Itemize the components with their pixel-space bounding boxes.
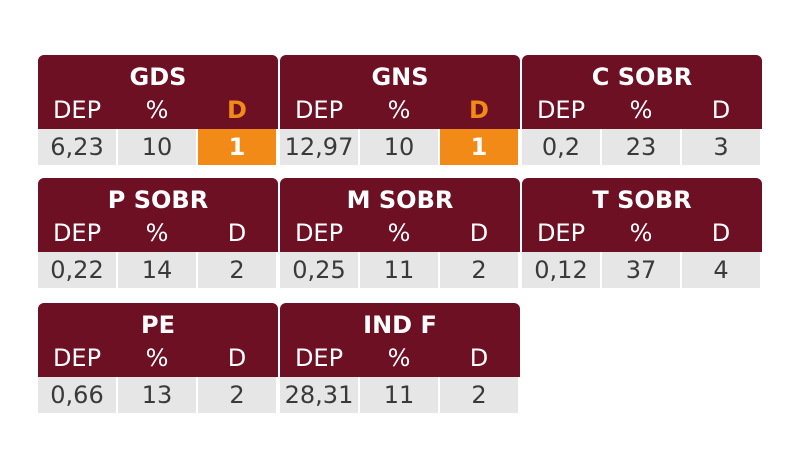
column-headers: DEP % D <box>38 342 278 374</box>
value-percent: 13 <box>118 377 196 413</box>
value-percent: 11 <box>360 252 438 288</box>
value-percent: 10 <box>360 129 438 165</box>
value-row: 0,22 14 2 <box>38 252 278 288</box>
column-d: D <box>469 96 489 124</box>
card-title: IND F <box>363 311 437 339</box>
card-header: T SOBR DEP % D <box>522 178 762 252</box>
value-dep: 12,97 <box>280 129 358 165</box>
card-title: GDS <box>129 63 187 91</box>
value-d: 3 <box>682 129 760 165</box>
value-row: 0,12 37 4 <box>522 252 762 288</box>
card-t-sobr: T SOBR DEP % D 0,12 37 4 <box>522 178 762 288</box>
value-dep: 0,12 <box>522 252 600 288</box>
value-percent: 37 <box>602 252 680 288</box>
column-dep: DEP <box>536 219 586 247</box>
card-p-sobr: P SOBR DEP % D 0,22 14 2 <box>38 178 278 288</box>
column-headers: DEP % D <box>38 94 278 126</box>
value-d: 4 <box>682 252 760 288</box>
column-d: D <box>469 344 489 372</box>
column-d: D <box>711 219 731 247</box>
card-c-sobr: C SOBR DEP % D 0,2 23 3 <box>522 55 762 165</box>
column-percent: % <box>629 96 653 124</box>
column-dep: DEP <box>52 219 102 247</box>
column-headers: DEP % D <box>280 342 520 374</box>
column-percent: % <box>387 96 411 124</box>
value-dep: 0,2 <box>522 129 600 165</box>
value-d: 1 <box>198 129 276 165</box>
card-title: T SOBR <box>592 186 692 214</box>
value-dep: 6,23 <box>38 129 116 165</box>
column-d: D <box>227 219 247 247</box>
column-headers: DEP % D <box>280 217 520 249</box>
value-d: 2 <box>198 377 276 413</box>
value-percent: 10 <box>118 129 196 165</box>
card-title: C SOBR <box>591 63 693 91</box>
value-row: 0,2 23 3 <box>522 129 762 165</box>
card-header: C SOBR DEP % D <box>522 55 762 129</box>
card-header: IND F DEP % D <box>280 303 520 377</box>
card-gds: GDS DEP % D 6,23 10 1 <box>38 55 278 165</box>
column-dep: DEP <box>52 344 102 372</box>
card-gns: GNS DEP % D 12,97 10 1 <box>280 55 520 165</box>
card-header: P SOBR DEP % D <box>38 178 278 252</box>
value-row: 6,23 10 1 <box>38 129 278 165</box>
value-dep: 0,25 <box>280 252 358 288</box>
value-d: 1 <box>440 129 518 165</box>
value-row: 12,97 10 1 <box>280 129 520 165</box>
card-m-sobr: M SOBR DEP % D 0,25 11 2 <box>280 178 520 288</box>
card-header: GNS DEP % D <box>280 55 520 129</box>
card-title: P SOBR <box>107 186 209 214</box>
value-percent: 11 <box>360 377 438 413</box>
column-dep: DEP <box>52 96 102 124</box>
column-dep: DEP <box>294 344 344 372</box>
value-d: 2 <box>440 377 518 413</box>
column-dep: DEP <box>294 96 344 124</box>
column-d: D <box>227 344 247 372</box>
card-title: PE <box>141 311 175 339</box>
column-percent: % <box>629 219 653 247</box>
column-d: D <box>711 96 731 124</box>
column-headers: DEP % D <box>522 217 762 249</box>
column-d: D <box>469 219 489 247</box>
value-d: 2 <box>198 252 276 288</box>
card-title: M SOBR <box>346 186 454 214</box>
column-dep: DEP <box>536 96 586 124</box>
column-headers: DEP % D <box>38 217 278 249</box>
value-row: 28,31 11 2 <box>280 377 520 413</box>
card-header: GDS DEP % D <box>38 55 278 129</box>
column-percent: % <box>145 219 169 247</box>
value-row: 0,66 13 2 <box>38 377 278 413</box>
value-d: 2 <box>440 252 518 288</box>
column-percent: % <box>145 344 169 372</box>
value-dep: 0,66 <box>38 377 116 413</box>
value-percent: 23 <box>602 129 680 165</box>
column-percent: % <box>387 344 411 372</box>
value-percent: 14 <box>118 252 196 288</box>
card-ind-f: IND F DEP % D 28,31 11 2 <box>280 303 520 413</box>
card-header: M SOBR DEP % D <box>280 178 520 252</box>
column-percent: % <box>145 96 169 124</box>
value-dep: 28,31 <box>280 377 358 413</box>
column-d: D <box>227 96 247 124</box>
card-title: GNS <box>371 63 429 91</box>
card-pe: PE DEP % D 0,66 13 2 <box>38 303 278 413</box>
column-headers: DEP % D <box>280 94 520 126</box>
value-dep: 0,22 <box>38 252 116 288</box>
column-percent: % <box>387 219 411 247</box>
value-row: 0,25 11 2 <box>280 252 520 288</box>
card-header: PE DEP % D <box>38 303 278 377</box>
column-headers: DEP % D <box>522 94 762 126</box>
column-dep: DEP <box>294 219 344 247</box>
